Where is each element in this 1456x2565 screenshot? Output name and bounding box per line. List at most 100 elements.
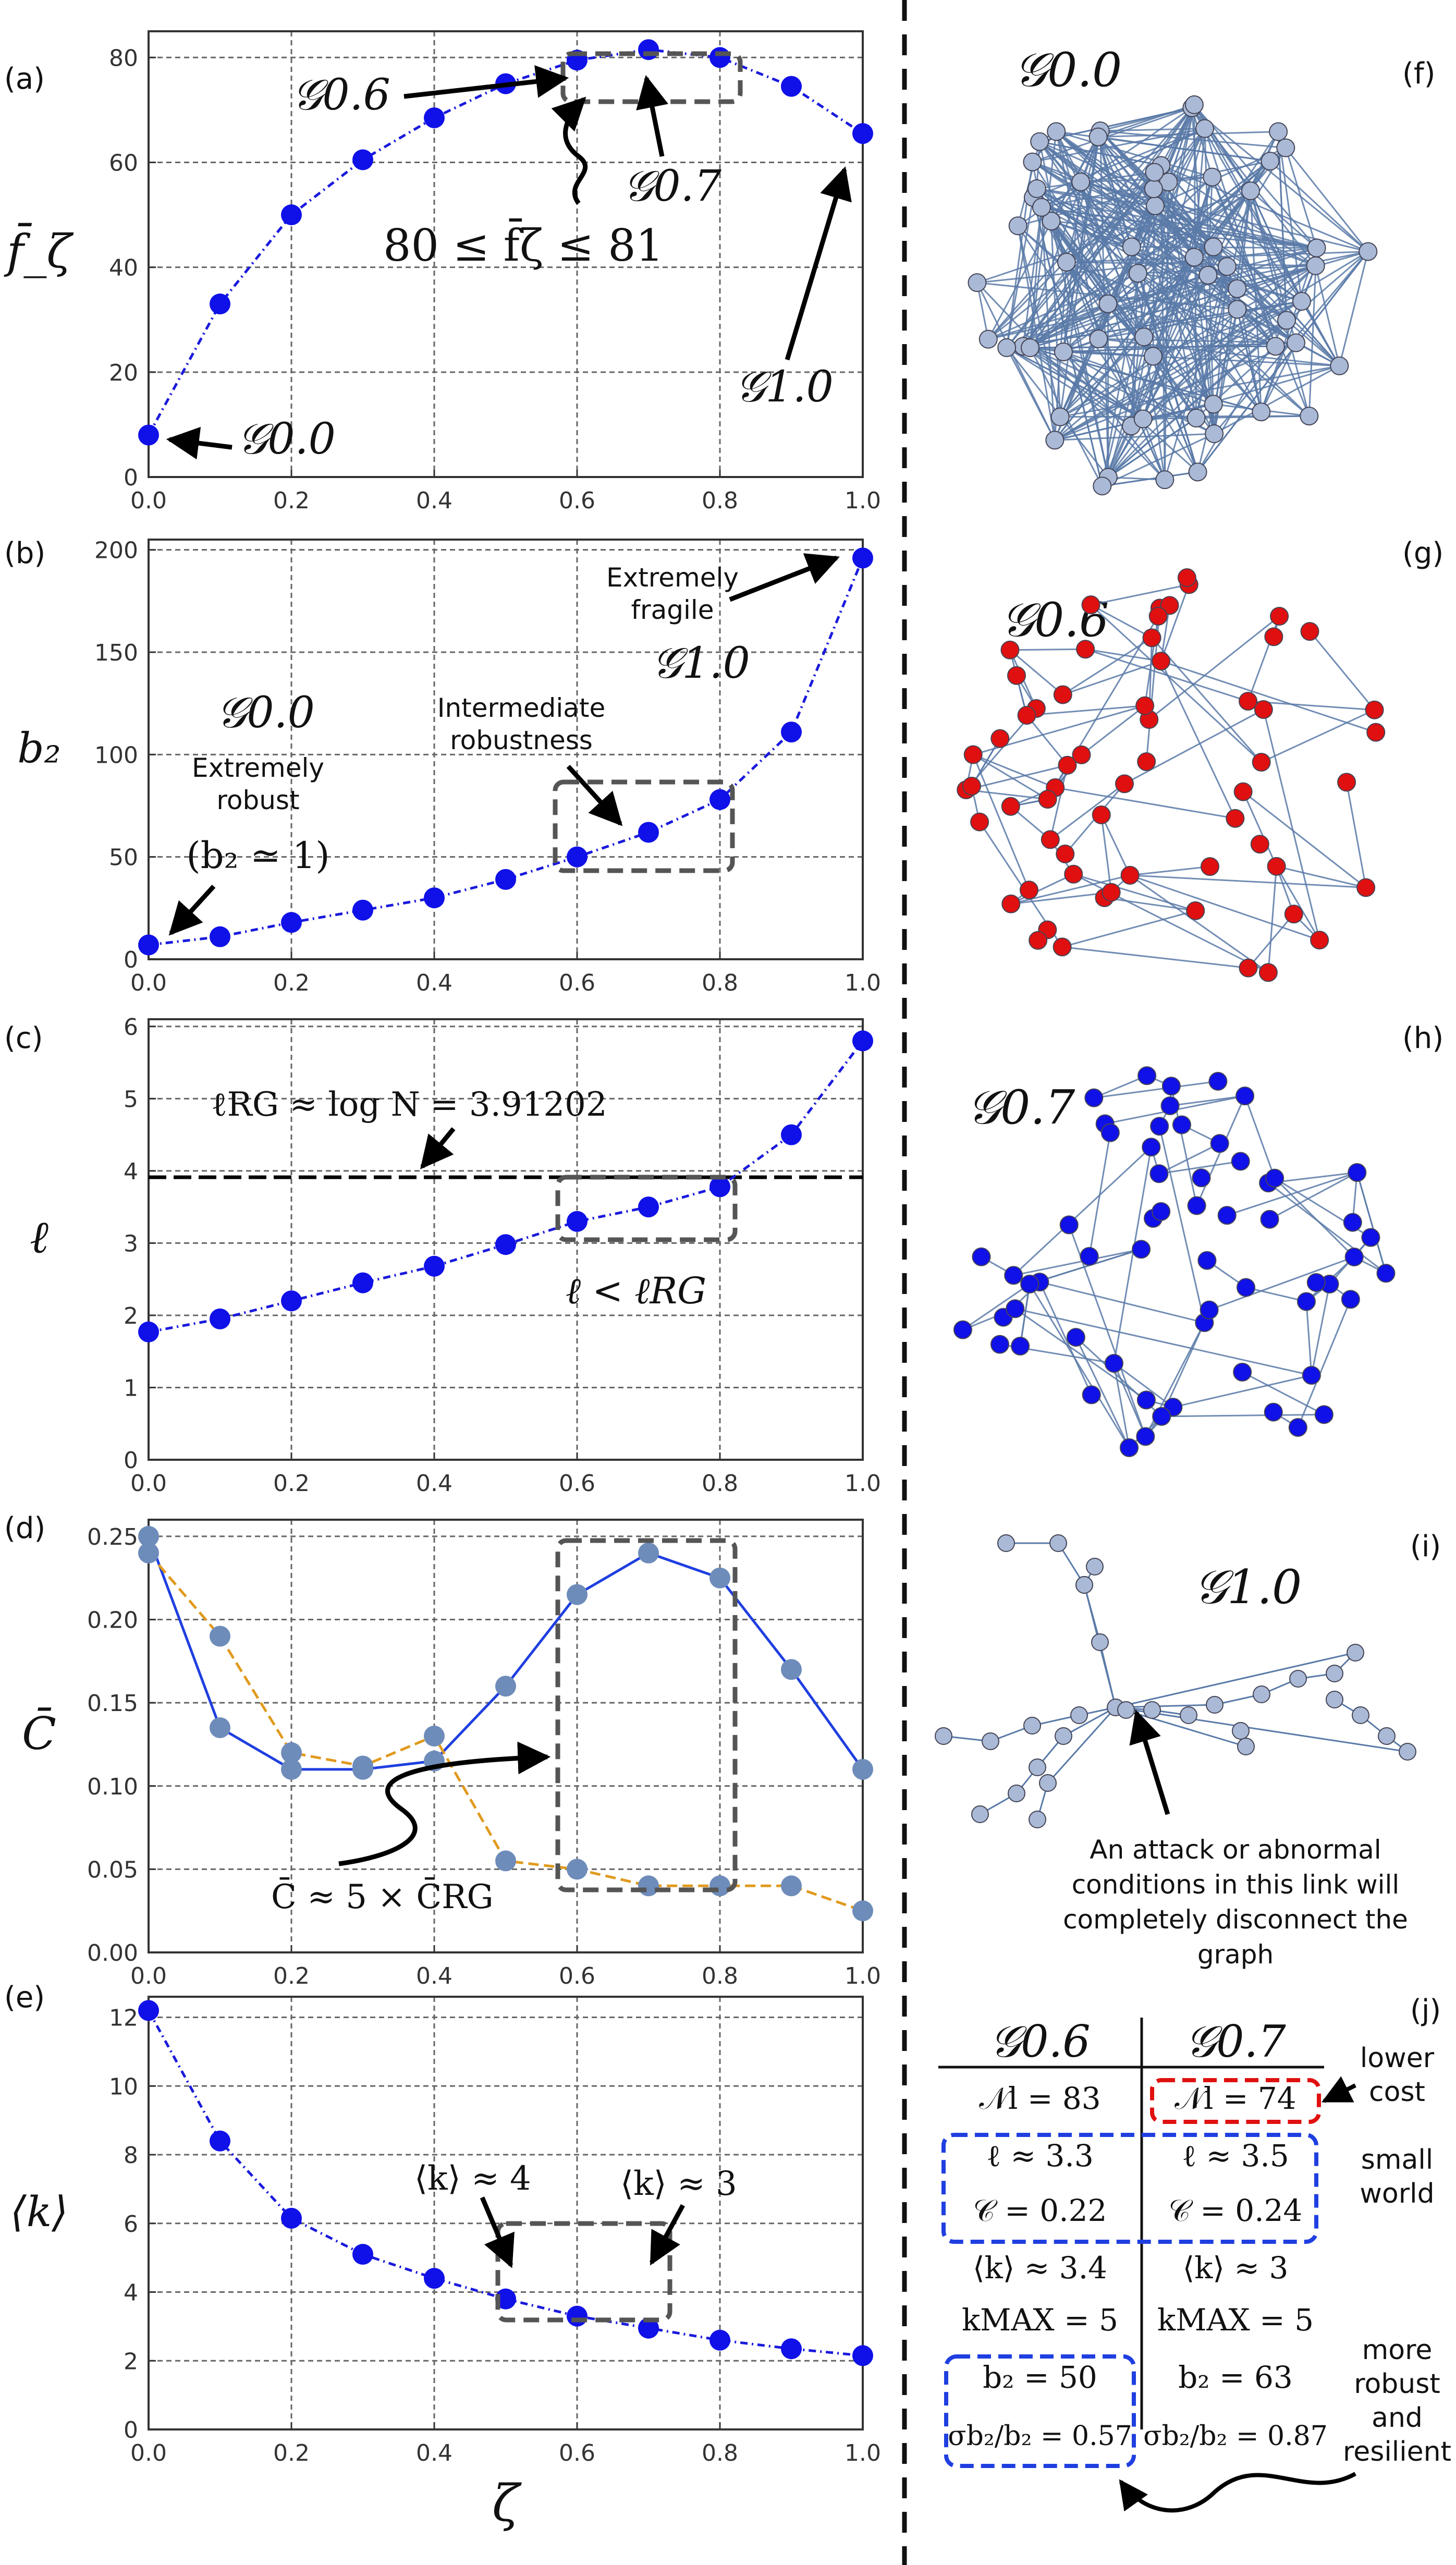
- graph-node: [997, 1534, 1015, 1552]
- data-point: [567, 846, 588, 868]
- y-tick-label: 3: [124, 1230, 138, 1257]
- graph-edge: [1108, 476, 1165, 481]
- graph-edge: [1214, 365, 1340, 435]
- label-g10-b: 𝒢1.0: [652, 639, 750, 688]
- graph-edge: [1107, 417, 1197, 478]
- graph-edge: [1013, 1146, 1152, 1276]
- graph-edge: [1305, 1301, 1313, 1376]
- graph-edge: [1277, 131, 1303, 302]
- graph-node: [1172, 1115, 1191, 1134]
- graph-edge: [1173, 1374, 1312, 1408]
- note-cost-1: lower: [1360, 2043, 1435, 2074]
- graph-node: [1081, 595, 1100, 615]
- x-tick-label: 0.4: [416, 487, 452, 514]
- data-point: [281, 2207, 302, 2229]
- data-point: [495, 869, 516, 890]
- data-point: [709, 47, 730, 68]
- data-point: [567, 1584, 588, 1605]
- graph-edge: [1073, 873, 1196, 912]
- graph-node: [1056, 844, 1075, 863]
- series-line-0: [147, 1536, 864, 1771]
- graph-edge: [1059, 274, 1209, 418]
- graph-edge: [1148, 615, 1280, 720]
- graph-node: [1228, 279, 1247, 298]
- network-graph-g00: [968, 95, 1378, 496]
- graph-edge: [1014, 1308, 1147, 1401]
- graph-edge: [1250, 190, 1262, 412]
- graph-edge: [1041, 206, 1197, 419]
- box-robust: [944, 2354, 1136, 2468]
- graph-node: [1188, 462, 1207, 482]
- y-tick-label: 0.15: [87, 1690, 138, 1717]
- chart-panel-e: 0.0 0.2 0.4 0.6 0.8 1.0 0 2 4 6 8 10 12 ⟨k⟩ ζ: [10, 1996, 881, 2533]
- graph-node: [1152, 1407, 1171, 1426]
- graph-node: [1027, 179, 1046, 198]
- data-point: [495, 1234, 516, 1255]
- graph-node: [1233, 782, 1253, 801]
- graph-node: [1001, 797, 1020, 816]
- graph-node: [1210, 1134, 1229, 1153]
- graph-edge: [1276, 866, 1320, 940]
- graph-node: [1276, 138, 1295, 157]
- x-tick-label: 0.6: [559, 1470, 595, 1497]
- graph-node: [1089, 329, 1108, 349]
- graph-edge: [1009, 649, 1063, 695]
- graph-node: [1378, 1727, 1396, 1745]
- graph-node: [1258, 963, 1278, 982]
- data-point: [709, 1567, 730, 1589]
- data-point: [281, 1758, 302, 1780]
- graph-node: [1184, 248, 1204, 267]
- data-point: [352, 1755, 373, 1777]
- graph-edge: [1160, 584, 1190, 662]
- note-cost-2: cost: [1369, 2077, 1425, 2108]
- graph-edge: [1345, 782, 1367, 888]
- graph-edge: [1142, 257, 1195, 419]
- x-tick-label: 0.0: [130, 970, 167, 996]
- arrow-g10-a: [785, 166, 852, 361]
- x-tick-label: 0.8: [702, 2440, 738, 2466]
- graph-edge: [1032, 197, 1103, 486]
- graph-node: [962, 776, 981, 796]
- graph-node: [1128, 264, 1147, 283]
- data-point: [638, 1875, 659, 1897]
- arrow-reference-c: [420, 1127, 456, 1169]
- x-tick-label: 0.8: [702, 1963, 738, 1989]
- x-tick-label: 0.4: [416, 970, 452, 996]
- graph-node: [1115, 774, 1134, 793]
- graph-node: [1204, 237, 1223, 256]
- y-axis-label: b₂: [17, 724, 60, 773]
- graph-node: [1045, 431, 1065, 450]
- graph-node: [1070, 1706, 1088, 1724]
- y-tick-label: 0: [124, 2417, 138, 2444]
- graph-node: [1135, 696, 1155, 715]
- graph-node: [1020, 338, 1039, 358]
- graph-edge: [1100, 814, 1131, 876]
- data-point: [138, 2000, 159, 2021]
- graph-edge: [1356, 1172, 1387, 1274]
- data-point: [495, 1850, 516, 1872]
- graph-node: [1152, 1202, 1171, 1221]
- graph-edge: [1124, 709, 1264, 785]
- graph-edge: [1030, 347, 1215, 435]
- intermediate-text-1: Intermediate: [437, 693, 606, 723]
- cell-sigma-g07: σb₂/b₂ = 0.87: [1143, 2421, 1328, 2452]
- graph-node: [1104, 1354, 1123, 1373]
- graph-node: [1049, 1534, 1067, 1552]
- graph-edge: [1242, 791, 1367, 888]
- graph-node: [1366, 723, 1386, 742]
- label-g00-a: 𝒢0.0: [237, 414, 336, 464]
- graph-edge: [1032, 161, 1296, 344]
- data-point: [138, 1525, 159, 1547]
- graph-node: [1075, 1576, 1093, 1594]
- graph-edge: [1014, 1308, 1312, 1376]
- graph-edge: [1091, 583, 1190, 606]
- panel-label-f: (f): [1402, 57, 1435, 91]
- graph-edge: [1167, 104, 1195, 182]
- data-point: [352, 899, 373, 921]
- note-rob-3: and: [1372, 2402, 1423, 2434]
- graph-node: [953, 1320, 972, 1339]
- panel-label-c: (c): [4, 1021, 43, 1055]
- graph-edge: [1090, 604, 1262, 763]
- y-tick-label: 200: [94, 538, 138, 564]
- data-point: [138, 424, 159, 446]
